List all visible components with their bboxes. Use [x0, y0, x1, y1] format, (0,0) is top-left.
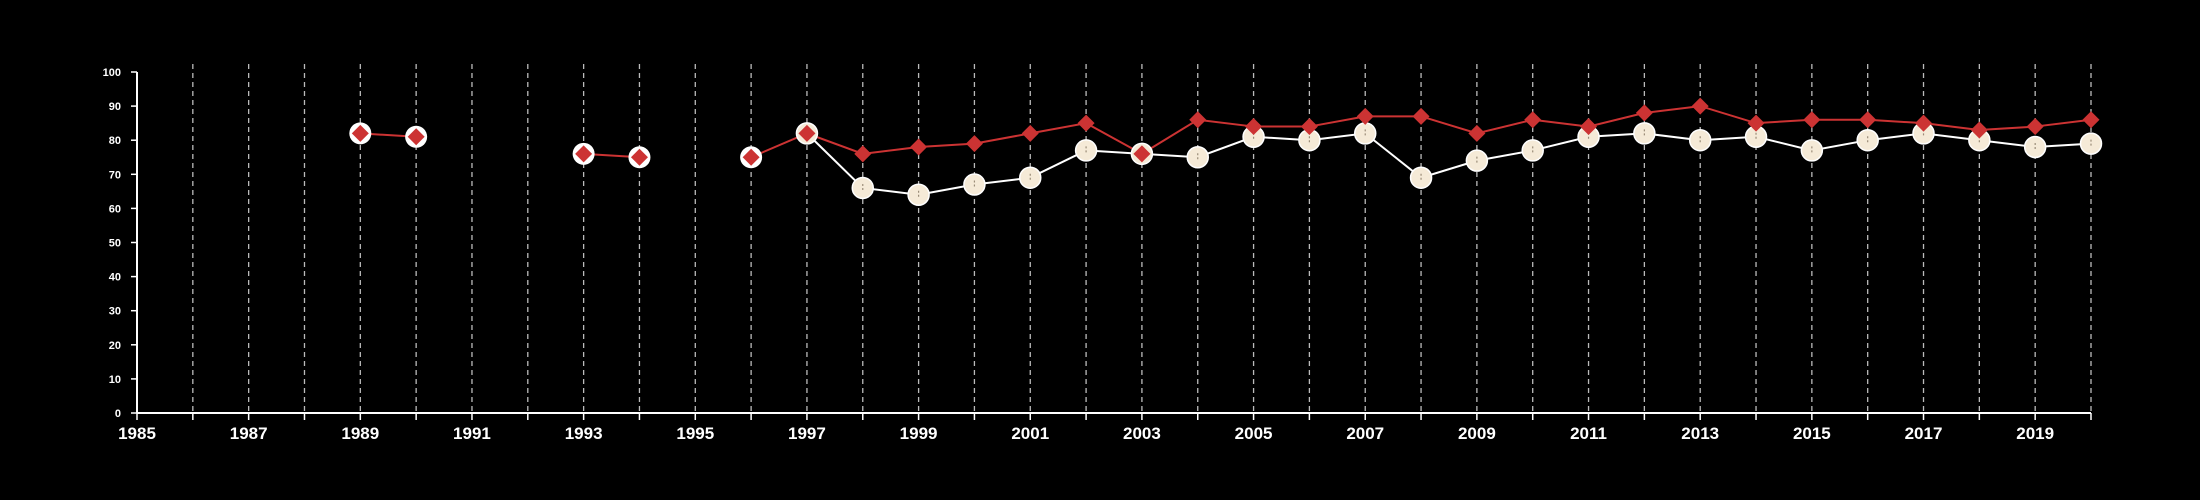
y-tick-label: 20 [109, 340, 121, 352]
series-2-point [1803, 111, 1821, 129]
x-tick-label: 2019 [2016, 424, 2054, 443]
series-2-point [1635, 104, 1653, 122]
series-2-point [1133, 145, 1151, 163]
series-2-point [1915, 114, 1933, 132]
y-tick-label: 0 [115, 408, 121, 420]
y-tick-label: 60 [109, 203, 121, 215]
series-2-point [1970, 121, 1988, 139]
series-2-point [798, 124, 816, 142]
x-tick-label: 2015 [1793, 424, 1831, 443]
series-2-point [1189, 111, 1207, 129]
series-2-point [351, 124, 369, 142]
y-tick-label: 30 [109, 306, 121, 318]
x-tick-label: 2009 [1458, 424, 1496, 443]
series-2-point [630, 148, 648, 166]
series-2-point [1300, 118, 1318, 136]
series-2-point [575, 145, 593, 163]
series-2-point [1412, 107, 1430, 125]
x-tick-label: 1985 [118, 424, 156, 443]
x-tick-label: 2005 [1235, 424, 1273, 443]
x-tick-label: 2017 [1905, 424, 1943, 443]
x-tick-label: 2003 [1123, 424, 1161, 443]
series-2-point [1245, 118, 1263, 136]
series-2-point [854, 145, 872, 163]
y-tick-label: 90 [109, 101, 121, 113]
series-2-point [1859, 111, 1877, 129]
series-2-point [1524, 111, 1542, 129]
series-2-point [407, 128, 425, 146]
series-2-point [1747, 114, 1765, 132]
series-markers [349, 97, 2103, 207]
x-tick-label: 1987 [230, 424, 268, 443]
y-tick-label: 50 [109, 238, 121, 250]
series-2-point [1356, 107, 1374, 125]
x-tick-label: 2001 [1011, 424, 1049, 443]
series-2-point [1691, 97, 1709, 115]
y-tick-label: 10 [109, 374, 121, 386]
series-2-point [910, 138, 928, 156]
x-tick-label: 2007 [1346, 424, 1384, 443]
series-2-point [2026, 118, 2044, 136]
axes: 0 10 20 30 40 50 60 70 80 90 100 1985 1987 1989 1991 19… [103, 67, 2092, 443]
series-2-point [742, 148, 760, 166]
x-tick-label: 1997 [788, 424, 826, 443]
x-tick-label: 1989 [341, 424, 379, 443]
series-2-point [2082, 111, 2100, 129]
x-tick-label: 1995 [676, 424, 714, 443]
x-tick-label: 1993 [565, 424, 603, 443]
series-2-point [965, 135, 983, 153]
series-2-point [1077, 114, 1095, 132]
y-tick-label: 80 [109, 135, 121, 147]
x-tick-label: 1991 [453, 424, 491, 443]
y-tick-label: 100 [103, 67, 121, 79]
series-2-point [1021, 124, 1039, 142]
x-tick-label: 2011 [1570, 424, 1607, 443]
y-tick-label: 70 [109, 169, 121, 181]
x-tick-label: 2013 [1681, 424, 1719, 443]
x-tick-label: 1999 [900, 424, 938, 443]
y-tick-label: 40 [109, 272, 121, 284]
series-2-point [1468, 124, 1486, 142]
series-2-point [1580, 118, 1598, 136]
